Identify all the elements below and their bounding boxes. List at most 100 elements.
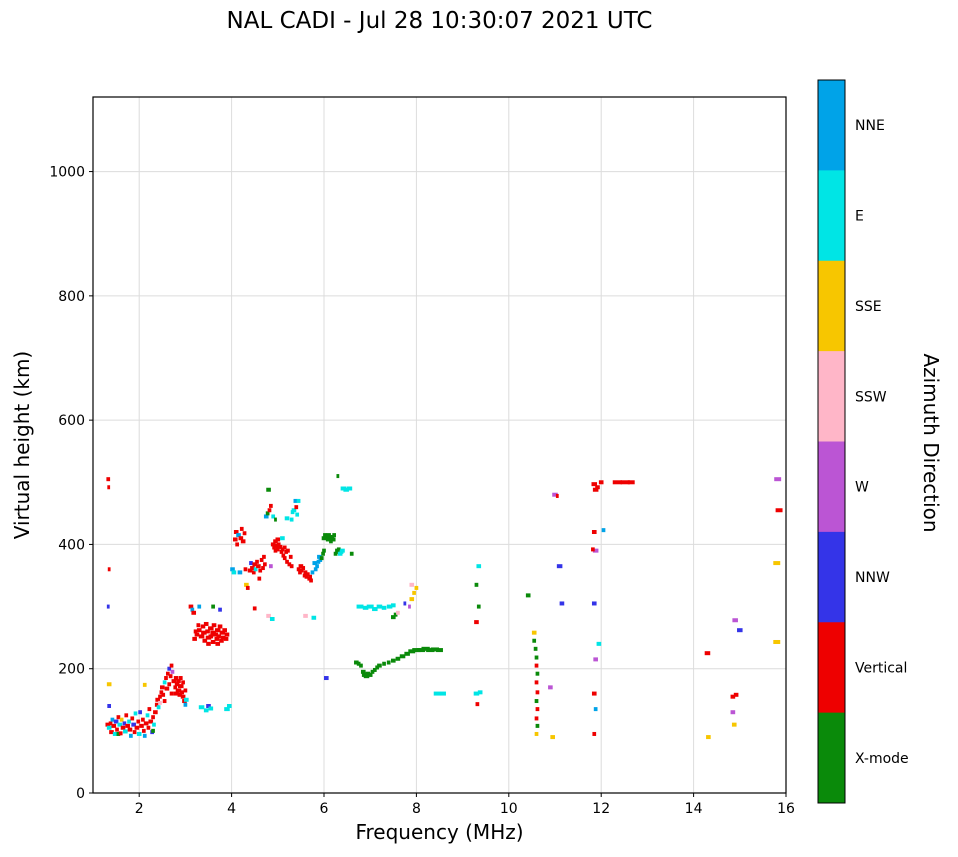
data-point-Vertical: [107, 567, 111, 572]
data-point-NNE: [197, 604, 202, 609]
data-point-X-mode: [211, 604, 215, 609]
data-point-Vertical: [262, 554, 266, 559]
data-point-Vertical: [219, 630, 226, 635]
data-point-Vertical: [591, 691, 597, 696]
data-point-E: [473, 691, 480, 696]
data-point-NNW: [122, 721, 127, 726]
data-point-Vertical: [178, 684, 184, 689]
data-point-Vertical: [277, 544, 283, 549]
data-point-Vertical: [118, 731, 123, 736]
data-point-NNW: [559, 601, 565, 606]
data-point-X-mode: [535, 723, 540, 728]
data-point-E: [269, 617, 275, 621]
x-tick-label: 16: [777, 801, 795, 817]
data-point-X-mode: [330, 534, 335, 539]
data-point-Vertical: [474, 620, 479, 625]
data-point-X-mode: [332, 533, 337, 538]
data-point-Vertical: [620, 480, 630, 485]
x-tick-label: 4: [227, 801, 236, 817]
data-point-Vertical: [250, 566, 255, 571]
data-point-Vertical: [139, 723, 144, 728]
data-point-Vertical: [535, 707, 540, 712]
data-point-Vertical: [247, 568, 253, 573]
data-point-E: [295, 512, 300, 517]
data-point-X-mode: [330, 537, 336, 542]
data-point-Vertical: [298, 564, 304, 569]
data-point-Vertical: [255, 559, 259, 564]
data-point-Vertical: [134, 725, 140, 730]
colorbar-segment-SSW: [818, 351, 845, 442]
data-point-Vertical: [127, 727, 133, 732]
colorbar-segment-SSE: [818, 260, 845, 352]
x-axis-label: Frequency (MHz): [355, 820, 524, 844]
data-point-Vertical: [109, 730, 114, 735]
data-point-Vertical: [192, 636, 197, 641]
data-point-X-mode: [359, 663, 363, 668]
data-point-X-mode: [436, 648, 443, 653]
data-point-E: [346, 486, 353, 491]
data-point-X-mode: [535, 671, 540, 676]
data-point-Vertical: [216, 634, 221, 639]
data-point-Vertical: [245, 585, 250, 590]
data-point-Vertical: [595, 485, 600, 490]
data-point-Vertical: [555, 493, 559, 498]
data-point-Vertical: [280, 547, 285, 552]
data-point-Vertical: [210, 639, 216, 644]
data-point-E: [208, 706, 214, 711]
data-point-Vertical: [261, 566, 265, 571]
data-point-Vertical: [242, 531, 247, 536]
data-point-Vertical: [151, 715, 155, 720]
data-point-Vertical: [730, 694, 736, 699]
data-point-SSE: [534, 731, 539, 736]
data-point-Vertical: [223, 636, 229, 641]
data-point-Vertical: [174, 682, 180, 687]
y-tick-label: 200: [58, 662, 85, 678]
colorbar-segment-Vertical: [818, 622, 845, 714]
data-point-Vertical: [124, 713, 129, 718]
data-point-X-mode: [322, 548, 326, 553]
data-point-Vertical: [301, 566, 306, 571]
data-point-E: [356, 604, 364, 609]
data-point-Vertical: [198, 634, 205, 639]
data-point-X-mode: [476, 604, 481, 609]
data-point-Vertical: [215, 641, 221, 646]
data-point-Vertical: [224, 632, 230, 637]
data-point-Vertical: [282, 545, 287, 550]
data-point-Vertical: [217, 624, 223, 629]
data-point-Vertical: [598, 480, 604, 485]
y-tick-label: 600: [58, 413, 85, 429]
data-point-X-mode: [534, 655, 539, 660]
data-point-SSE: [244, 582, 249, 587]
data-point-X-mode: [534, 699, 539, 704]
data-point-Vertical: [164, 676, 168, 681]
data-point-E: [296, 498, 301, 503]
data-point-E: [476, 564, 482, 569]
data-point-E: [224, 707, 230, 712]
data-point-W: [593, 657, 598, 662]
data-point-NNW: [591, 601, 597, 606]
data-point-Vertical: [171, 679, 177, 684]
data-point-SSE: [414, 585, 419, 590]
data-point-Vertical: [161, 692, 166, 697]
data-point-X-mode: [386, 660, 391, 665]
data-point-E: [271, 514, 276, 519]
data-point-Vertical: [147, 707, 152, 712]
data-point-Vertical: [288, 554, 293, 559]
data-point-X-mode: [399, 654, 406, 659]
data-point-X-mode: [426, 648, 435, 653]
data-point-Vertical: [201, 630, 207, 635]
data-point-E: [433, 691, 441, 696]
data-point-Vertical: [263, 562, 267, 567]
data-point-Vertical: [220, 635, 226, 640]
colorbar-segment-NNW: [818, 531, 845, 623]
data-point-E: [376, 604, 383, 609]
data-point-Vertical: [173, 676, 179, 681]
data-point-E: [381, 605, 387, 610]
data-point-NNW: [737, 628, 743, 633]
data-point-Vertical: [173, 685, 178, 690]
data-point-SSE: [119, 717, 124, 722]
data-point-Vertical: [183, 688, 188, 693]
data-point-Vertical: [164, 686, 170, 691]
data-point-E: [372, 607, 378, 612]
data-point-W: [548, 685, 553, 690]
